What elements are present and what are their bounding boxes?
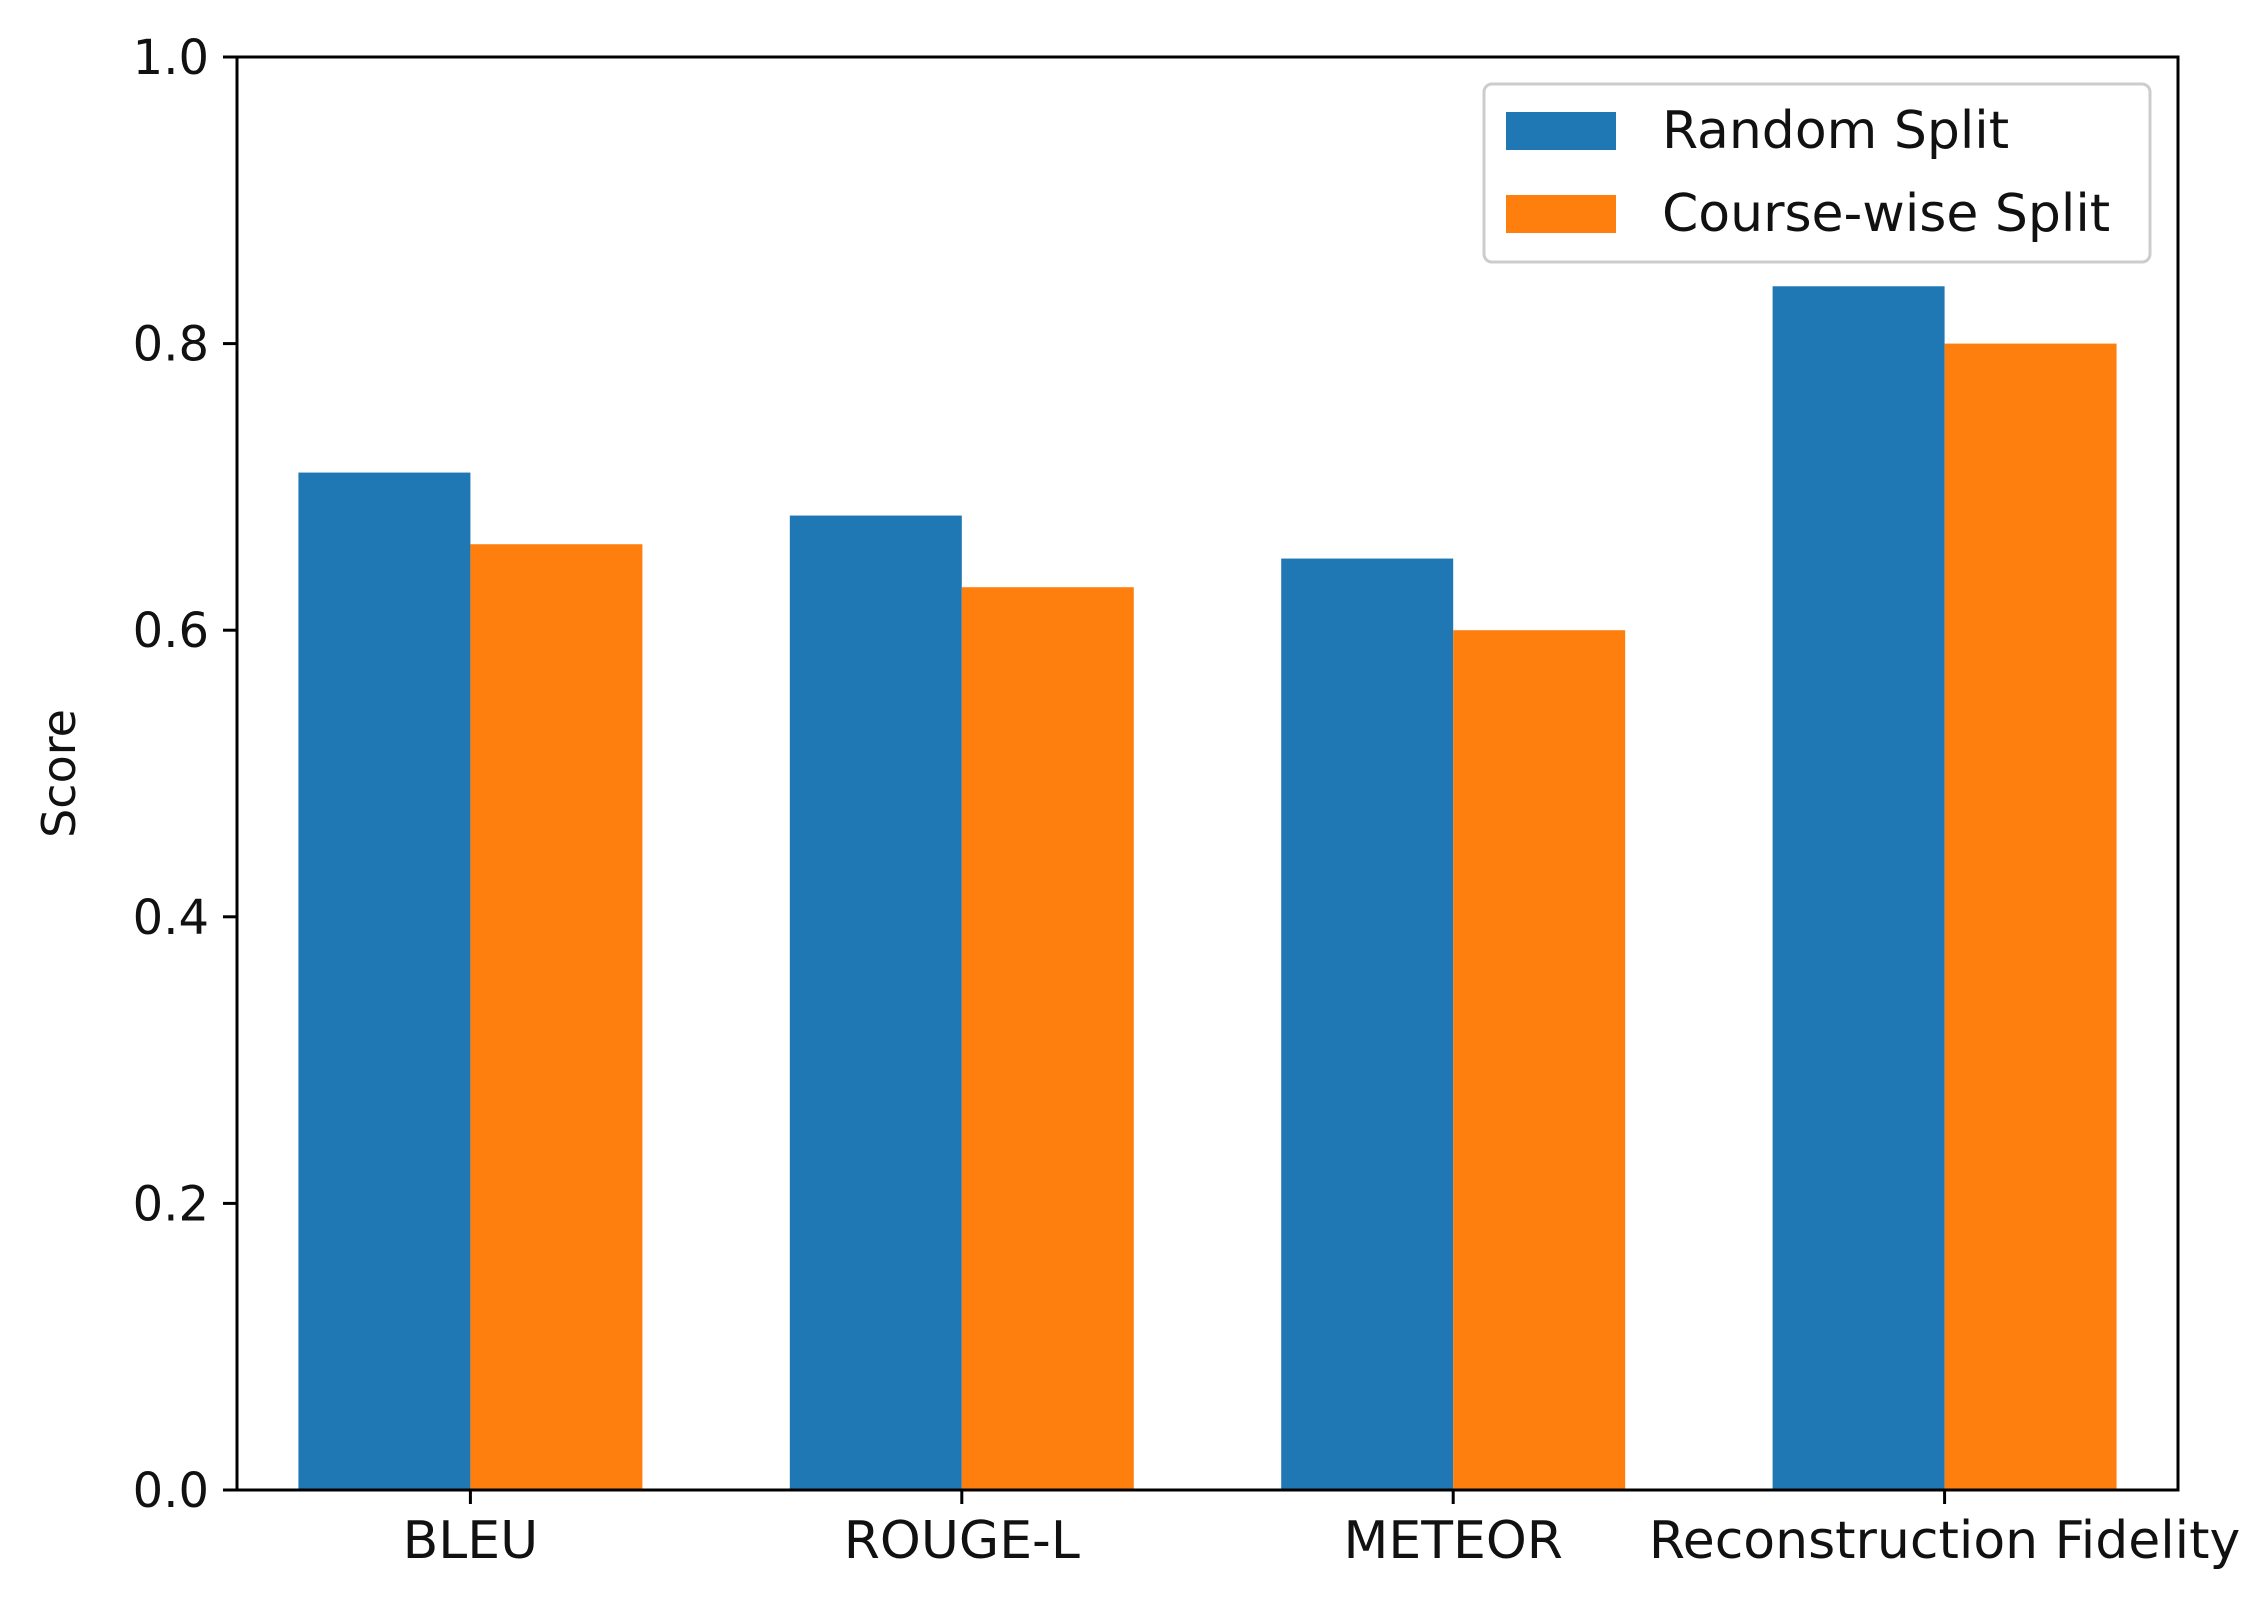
y-axis: 0.0 0.2 0.4 0.6 0.8 1.0	[133, 30, 237, 1519]
y-tick-label: 1.0	[133, 30, 209, 86]
legend-swatch-random-split	[1506, 112, 1616, 150]
x-tick-label-meteor: METEOR	[1343, 1511, 1562, 1571]
legend-box	[1482, 82, 2152, 264]
bar-reconstruction-fidelity-course-wise-split	[1944, 343, 2117, 1491]
y-tick-label: 0.8	[133, 317, 209, 373]
bar-reconstruction-fidelity-random-split	[1772, 286, 1945, 1490]
x-axis: BLEU ROUGE-L METEOR Reconstruction Fidelity	[403, 1490, 2240, 1571]
bars-layer	[298, 286, 2117, 1491]
legend-swatch-course-wise-split	[1506, 195, 1616, 233]
bar-bleu-random-split	[298, 472, 471, 1490]
bar-meteor-random-split	[1281, 558, 1454, 1490]
bar-rouge-l-course-wise-split	[961, 587, 1134, 1490]
plot-frame	[235, 55, 2180, 1492]
legend-label-random-split: Random Split	[1662, 101, 2009, 161]
x-tick-label-reconstruction-fidelity: Reconstruction Fidelity	[1649, 1511, 2240, 1571]
bar-meteor-course-wise-split	[1453, 630, 1626, 1490]
x-tick-label-rouge-l: ROUGE-L	[844, 1511, 1080, 1571]
bar-bleu-course-wise-split	[470, 544, 643, 1490]
legend-label-course-wise-split: Course-wise Split	[1662, 184, 2110, 244]
y-tick-label: 0.6	[133, 603, 209, 659]
y-tick-label: 0.2	[133, 1176, 209, 1232]
x-tick-label-bleu: BLEU	[403, 1511, 539, 1571]
legend: Random Split Course-wise Split	[1482, 82, 2152, 264]
bar-rouge-l-random-split	[789, 515, 962, 1490]
y-axis-label: Score	[32, 709, 86, 838]
y-tick-label: 0.0	[133, 1463, 209, 1519]
y-tick-label: 0.4	[133, 890, 209, 946]
